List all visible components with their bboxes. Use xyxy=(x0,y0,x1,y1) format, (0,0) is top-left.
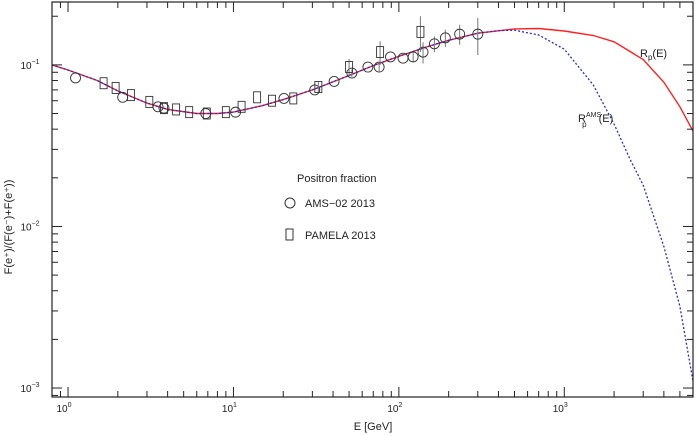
ams-data-point xyxy=(385,51,396,63)
ams-data-point xyxy=(373,61,385,73)
pamela-data-point xyxy=(99,77,108,90)
ams-data-point xyxy=(472,28,484,40)
ams-data-point xyxy=(428,38,440,50)
x-tick-exponent: 0 xyxy=(68,402,72,409)
ams-data-point xyxy=(278,92,290,104)
pamela-data-point xyxy=(126,89,135,102)
y-tick-label: 10−2 xyxy=(20,220,39,233)
x-tick-exponent: 3 xyxy=(564,402,568,409)
pamela-data-point xyxy=(237,100,246,113)
legend-entry-ams: AMS−02 2013 xyxy=(305,198,375,210)
x-tick-label: 100 xyxy=(57,402,72,415)
x-tick-label: 103 xyxy=(553,402,568,415)
ams-data-point xyxy=(200,108,212,119)
pamela-data-point xyxy=(145,95,154,108)
legend-square-marker xyxy=(285,228,294,241)
y-tick-exponent: −1 xyxy=(32,59,40,66)
x-tick-label: 102 xyxy=(387,402,402,415)
pamela-data-point xyxy=(376,46,385,59)
y-tick-label: 10−3 xyxy=(20,382,39,395)
ams-data-point xyxy=(70,72,81,84)
plot-frame xyxy=(51,1,694,398)
pamela-data-point xyxy=(416,25,425,38)
pamela-data-point xyxy=(111,81,120,94)
curve-label-rp-ams: RAMS p (E) xyxy=(578,112,613,129)
pamela-data-point xyxy=(185,106,194,119)
ams-data-point xyxy=(362,61,374,73)
pamela-data-point xyxy=(289,92,298,105)
ams-data-point xyxy=(328,75,340,87)
x-tick-label: 101 xyxy=(222,402,237,415)
y-tick-exponent: −2 xyxy=(32,220,40,227)
ams-data-point xyxy=(439,32,451,44)
ams-data-point xyxy=(346,67,358,79)
pamela-data-point xyxy=(172,103,181,116)
pamela-data-point xyxy=(268,94,276,107)
ams-data-point xyxy=(158,102,170,114)
x-tick-exponent: 2 xyxy=(398,402,402,409)
pamela-data-point xyxy=(314,81,323,93)
y-tick-exponent: −3 xyxy=(32,382,40,389)
curve-label-rp: Rp(E) xyxy=(640,48,667,62)
pamela-data-point xyxy=(221,106,230,119)
ams-data-point xyxy=(407,51,419,63)
y-axis-label: F(e⁺)/(F(e⁻)+F(e⁺)) xyxy=(3,180,15,275)
pamela-data-point xyxy=(345,61,354,73)
ams-data-point xyxy=(454,28,466,40)
pamela-data-point xyxy=(159,102,168,115)
pamela-data-point xyxy=(253,91,262,104)
legend-title: Positron fraction xyxy=(297,173,376,185)
legend-circle-marker xyxy=(284,197,296,209)
ams-data-point xyxy=(417,46,429,58)
x-tick-exponent: 1 xyxy=(233,402,237,409)
pamela-data-point xyxy=(202,107,211,120)
legend-entry-pamela: PAMELA 2013 xyxy=(305,230,376,242)
y-tick-label: 10−1 xyxy=(20,59,39,72)
x-axis-label: E [GeV] xyxy=(354,421,393,433)
